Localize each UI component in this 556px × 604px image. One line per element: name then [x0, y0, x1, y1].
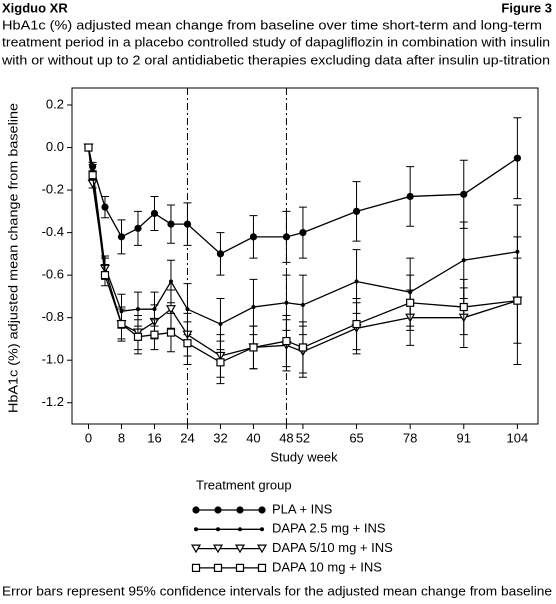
marker [406, 192, 414, 201]
x-tick-label: 52 [296, 430, 310, 445]
x-tick-label: 78 [403, 430, 417, 445]
marker [183, 339, 192, 348]
x-tick-label: 40 [246, 430, 260, 445]
series-line [87, 147, 518, 325]
marker [194, 527, 198, 532]
marker [100, 271, 110, 280]
header: Xigduo XR [2, 0, 68, 15]
x-tick-label: 91 [457, 430, 471, 445]
marker [216, 250, 225, 258]
marker [168, 279, 173, 284]
title-line: HbA1c (%) adjusted mean change from base… [2, 17, 542, 32]
marker [183, 220, 192, 228]
y-tick-label: -1.0 [42, 352, 64, 367]
marker [298, 343, 308, 352]
marker [461, 258, 466, 263]
marker [218, 322, 223, 327]
marker [406, 298, 415, 307]
marker [260, 527, 264, 532]
marker [513, 296, 522, 305]
marker [352, 207, 361, 215]
legend-title: Treatment group [196, 477, 292, 492]
figure-label: Figure 3 [501, 0, 552, 15]
series-line [87, 147, 518, 364]
marker [354, 279, 359, 284]
marker [352, 319, 361, 329]
marker [256, 544, 268, 554]
marker [214, 506, 222, 514]
marker [165, 305, 177, 314]
marker [135, 307, 140, 312]
marker [282, 233, 291, 241]
marker [299, 229, 307, 237]
marker [192, 506, 200, 514]
marker [282, 336, 291, 346]
footnote: Error bars represent 95% confidence inte… [2, 583, 552, 598]
marker [212, 544, 224, 554]
marker [213, 563, 223, 573]
marker [166, 328, 176, 337]
x-tick-label: 8 [118, 430, 125, 445]
marker [88, 171, 97, 180]
y-tick-label: -0.6 [42, 267, 64, 282]
legend-label: PLA + INS [272, 501, 333, 516]
marker [459, 302, 468, 312]
marker [191, 563, 201, 573]
marker [185, 307, 190, 312]
marker [216, 358, 225, 367]
marker [249, 233, 258, 241]
marker [117, 233, 126, 241]
marker [235, 563, 245, 573]
marker [101, 203, 109, 211]
marker [150, 330, 159, 339]
legend-label: DAPA 5/10 mg + INS [272, 540, 393, 555]
marker [284, 300, 289, 305]
marker [257, 563, 267, 573]
marker [249, 343, 258, 352]
y-tick-label: 0.0 [46, 139, 64, 154]
x-tick-label: 48 [279, 430, 293, 445]
marker [150, 209, 159, 218]
marker [460, 190, 468, 198]
y-axis-label: HbA1c (%) adjusted mean change from base… [5, 103, 20, 413]
title-line: with or without up to 2 oral antidiabeti… [1, 52, 550, 67]
title-line: treatment period in a placebo controlled… [2, 34, 550, 49]
series-line [87, 147, 518, 255]
x-tick-label: 32 [213, 430, 227, 445]
x-tick-label: 24 [180, 430, 194, 445]
marker [84, 143, 93, 152]
marker [236, 506, 244, 514]
series-line [87, 147, 518, 357]
y-tick-label: -1.2 [42, 394, 64, 409]
marker [234, 544, 246, 554]
marker [117, 319, 126, 329]
marker [251, 305, 256, 310]
x-tick-label: 16 [147, 430, 161, 445]
x-tick-label: 65 [349, 430, 363, 445]
marker [167, 220, 175, 228]
marker [513, 154, 521, 162]
marker [190, 544, 202, 554]
x-axis-label: Study week [270, 449, 338, 464]
marker [133, 332, 143, 341]
y-tick-label: -0.8 [42, 309, 64, 324]
marker [238, 527, 242, 532]
y-tick-label: -0.2 [42, 182, 64, 197]
marker [258, 506, 266, 514]
x-tick-label: 104 [507, 430, 529, 445]
y-tick-label: 0.2 [46, 96, 64, 111]
y-tick-label: -0.4 [42, 224, 64, 239]
marker [300, 302, 305, 307]
x-tick-label: 0 [85, 430, 92, 445]
marker [134, 224, 142, 232]
legend-label: DAPA 2.5 mg + INS [272, 521, 386, 536]
plot-frame [71, 87, 539, 425]
legend-label: DAPA 10 mg + INS [272, 559, 382, 574]
marker [216, 527, 220, 532]
